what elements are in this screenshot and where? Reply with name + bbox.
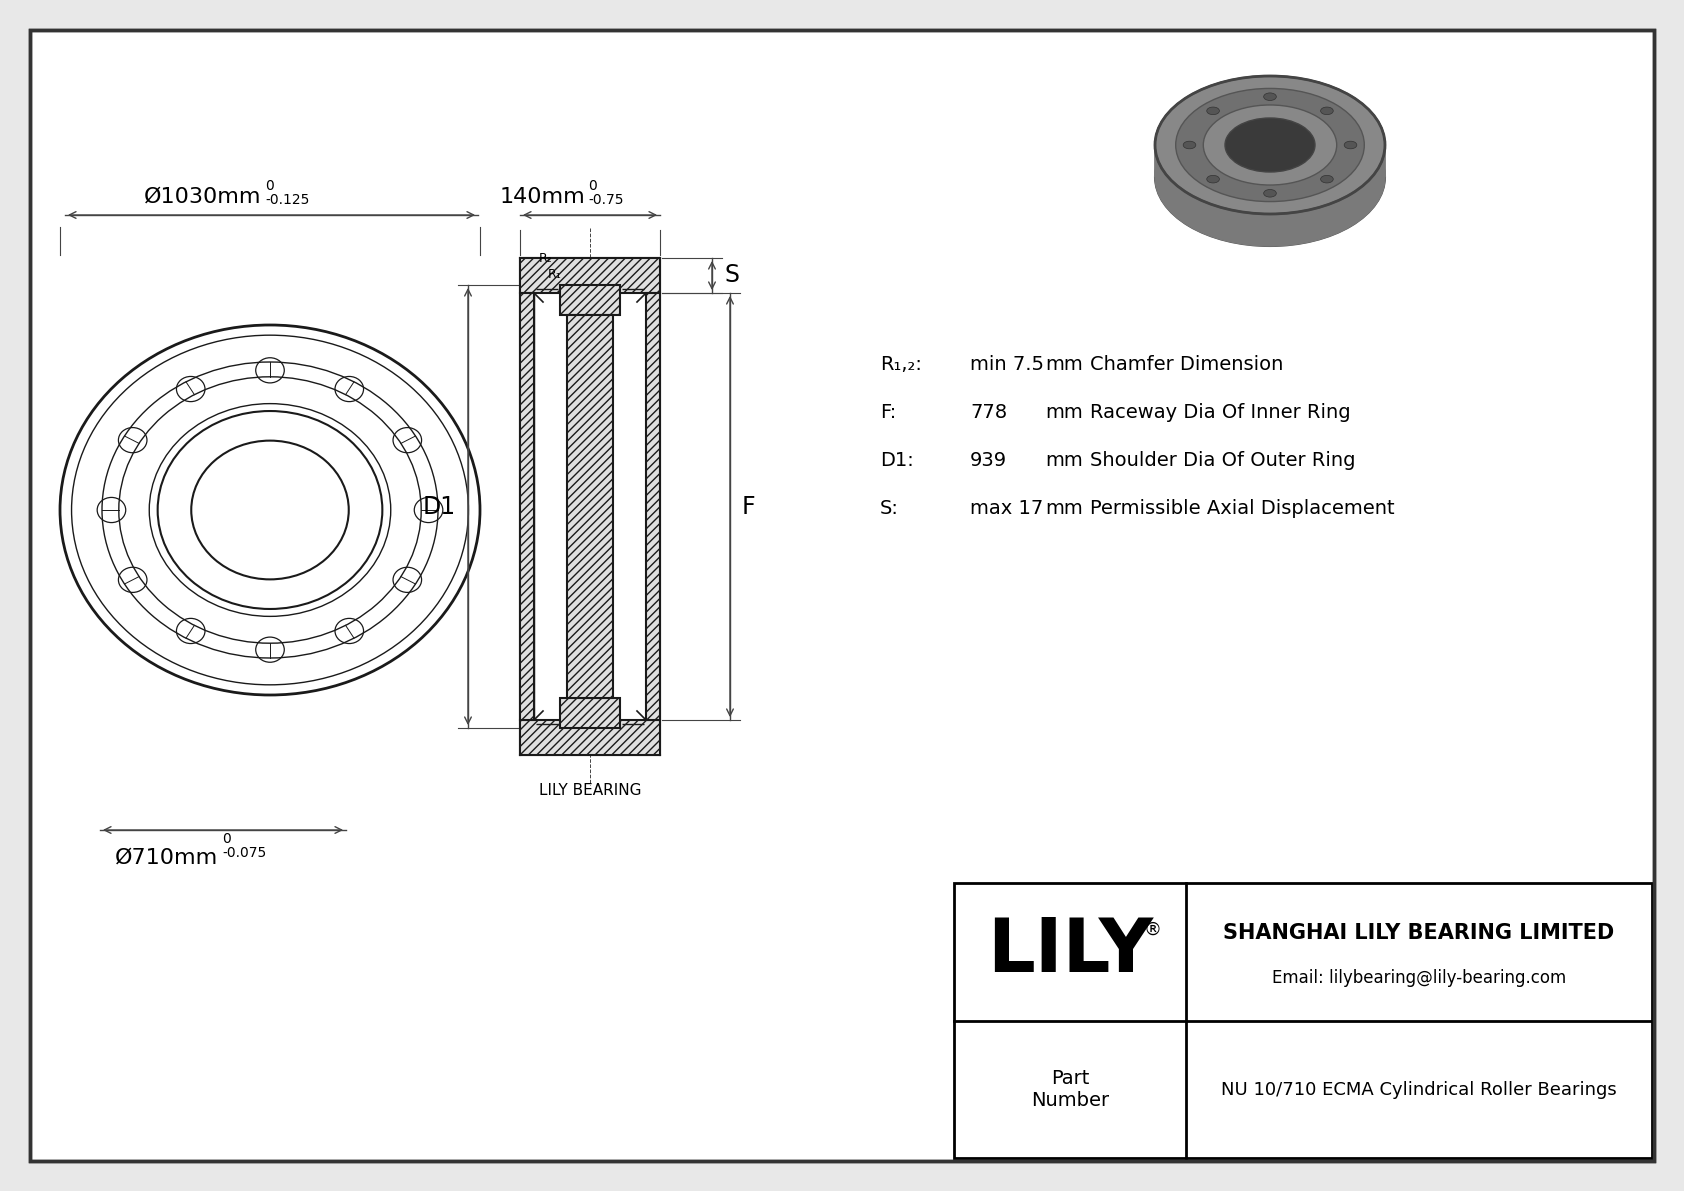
Ellipse shape — [1224, 118, 1315, 172]
Text: F:: F: — [881, 403, 896, 422]
Ellipse shape — [1320, 107, 1334, 114]
Text: 939: 939 — [970, 451, 1007, 470]
Text: NU 10/710 ECMA Cylindrical Roller Bearings: NU 10/710 ECMA Cylindrical Roller Bearin… — [1221, 1081, 1617, 1099]
Polygon shape — [1155, 145, 1384, 247]
Bar — [520, 293, 534, 721]
Text: Permissible Axial Displacement: Permissible Axial Displacement — [1090, 499, 1394, 518]
Text: Chamfer Dimension: Chamfer Dimension — [1090, 355, 1283, 374]
Text: 140mm: 140mm — [498, 187, 584, 207]
Ellipse shape — [1207, 175, 1219, 183]
Bar — [520, 721, 660, 755]
Text: -0.125: -0.125 — [266, 193, 310, 207]
Ellipse shape — [1320, 175, 1334, 183]
Ellipse shape — [1155, 76, 1384, 214]
Text: Part
Number: Part Number — [1031, 1070, 1110, 1110]
Text: LILY: LILY — [987, 916, 1154, 989]
Ellipse shape — [1155, 108, 1384, 247]
Text: R₁,₂:: R₁,₂: — [881, 355, 921, 374]
Text: R₁: R₁ — [547, 268, 562, 281]
Text: mm: mm — [1046, 451, 1083, 470]
Text: -0.075: -0.075 — [222, 846, 266, 860]
Bar — [568, 314, 613, 698]
Text: max 17: max 17 — [970, 499, 1044, 518]
Text: 778: 778 — [970, 403, 1007, 422]
Bar — [561, 285, 620, 314]
Bar — [561, 698, 620, 728]
Text: R₂: R₂ — [539, 252, 552, 266]
Bar — [647, 293, 660, 721]
Ellipse shape — [1263, 93, 1276, 100]
Text: F: F — [743, 494, 756, 518]
Text: Email: lilybearing@lily-bearing.com: Email: lilybearing@lily-bearing.com — [1271, 969, 1566, 987]
Text: 0: 0 — [266, 179, 274, 193]
Ellipse shape — [1263, 189, 1276, 197]
Ellipse shape — [1207, 107, 1219, 114]
Text: min 7.5: min 7.5 — [970, 355, 1044, 374]
Ellipse shape — [1175, 88, 1364, 201]
Bar — [520, 258, 660, 293]
Text: 0: 0 — [222, 833, 231, 846]
Ellipse shape — [1204, 105, 1337, 185]
Text: Raceway Dia Of Inner Ring: Raceway Dia Of Inner Ring — [1090, 403, 1351, 422]
Text: Shoulder Dia Of Outer Ring: Shoulder Dia Of Outer Ring — [1090, 451, 1356, 470]
Text: Ø710mm: Ø710mm — [115, 848, 217, 868]
Text: mm: mm — [1046, 499, 1083, 518]
Text: S: S — [724, 263, 739, 287]
Ellipse shape — [1184, 142, 1196, 149]
Text: ®: ® — [1143, 921, 1162, 939]
Text: -0.75: -0.75 — [588, 193, 623, 207]
Text: D1: D1 — [423, 494, 456, 518]
Ellipse shape — [1344, 142, 1357, 149]
Polygon shape — [1155, 76, 1384, 177]
Text: mm: mm — [1046, 355, 1083, 374]
Text: 0: 0 — [588, 179, 596, 193]
Bar — [955, 883, 1652, 1158]
Text: SHANGHAI LILY BEARING LIMITED: SHANGHAI LILY BEARING LIMITED — [1223, 923, 1615, 943]
Text: LILY BEARING: LILY BEARING — [539, 782, 642, 798]
Text: D1:: D1: — [881, 451, 914, 470]
Text: S:: S: — [881, 499, 899, 518]
Text: mm: mm — [1046, 403, 1083, 422]
Text: Ø1030mm: Ø1030mm — [145, 187, 261, 207]
